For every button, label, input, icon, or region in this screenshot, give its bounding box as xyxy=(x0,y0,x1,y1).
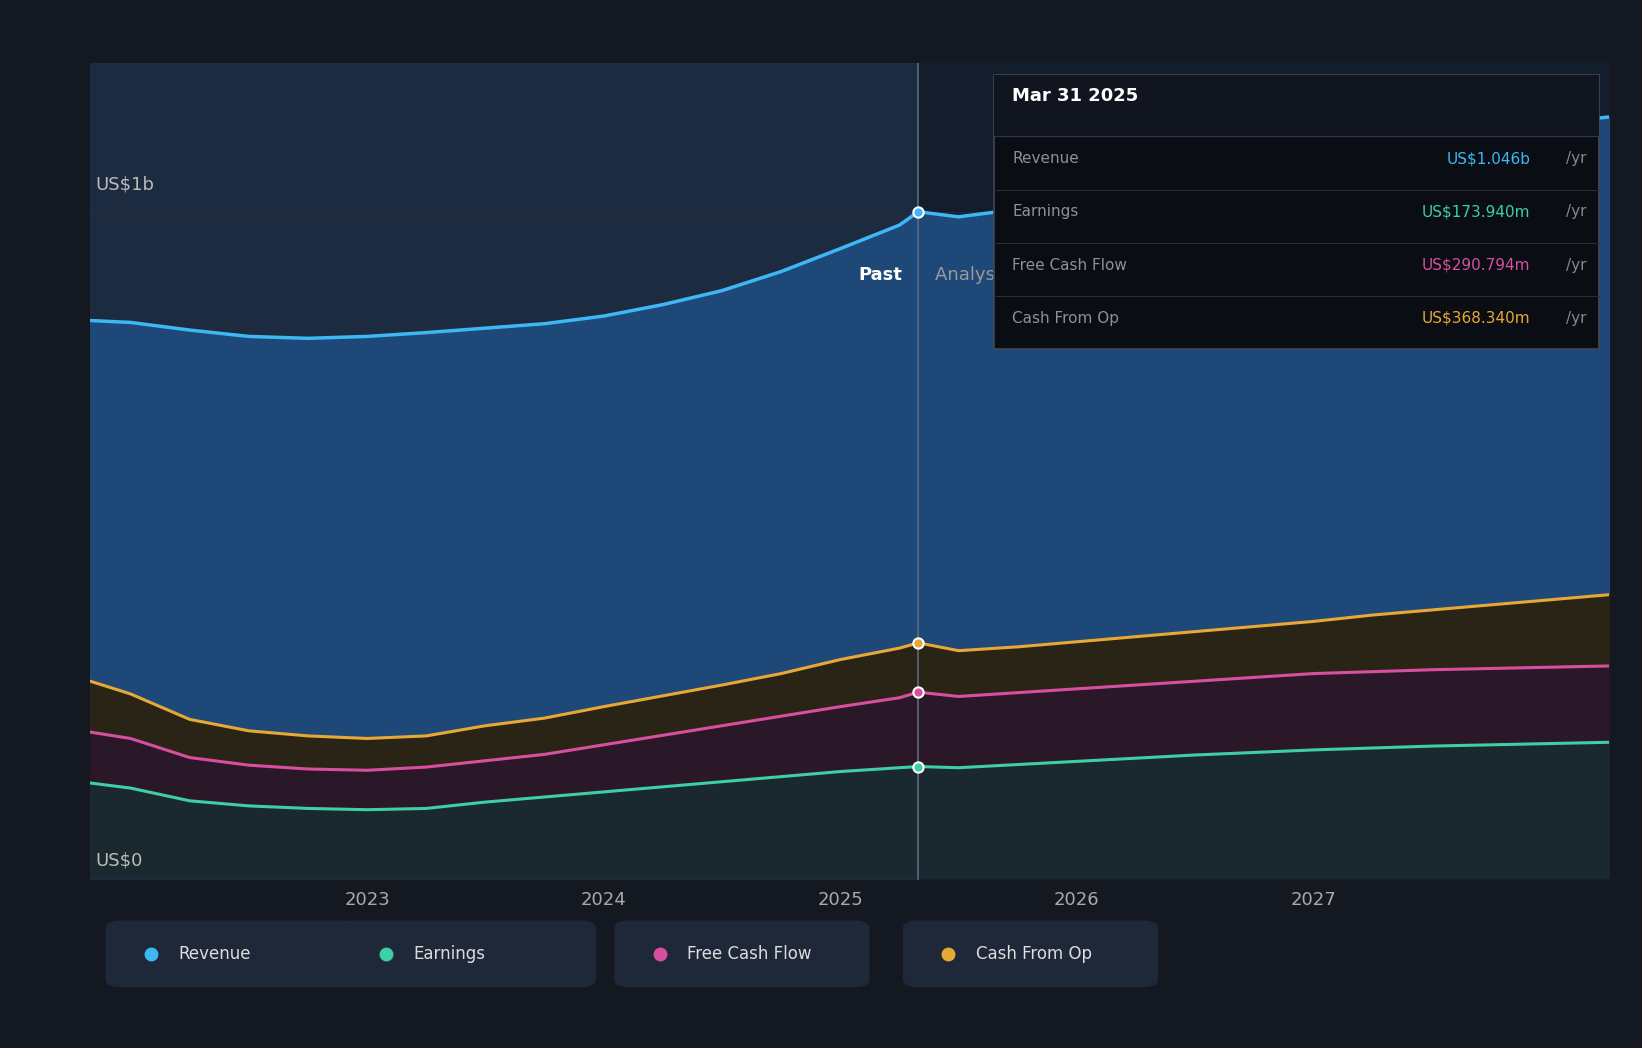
Point xyxy=(905,203,931,220)
Text: US$0: US$0 xyxy=(95,852,143,870)
Bar xyxy=(918,63,1609,880)
Text: Earnings: Earnings xyxy=(1011,204,1079,219)
Text: US$368.340m: US$368.340m xyxy=(1422,310,1530,326)
FancyBboxPatch shape xyxy=(105,920,361,987)
Text: Free Cash Flow: Free Cash Flow xyxy=(1011,258,1126,272)
FancyBboxPatch shape xyxy=(342,920,596,987)
Text: US$290.794m: US$290.794m xyxy=(1422,258,1530,272)
Point xyxy=(905,634,931,651)
Text: Revenue: Revenue xyxy=(1011,151,1079,167)
FancyBboxPatch shape xyxy=(903,920,1158,987)
Text: US$1b: US$1b xyxy=(95,175,154,193)
Text: Free Cash Flow: Free Cash Flow xyxy=(688,945,811,963)
Text: Past: Past xyxy=(857,266,901,284)
Text: US$173.940m: US$173.940m xyxy=(1422,204,1530,219)
Text: Cash From Op: Cash From Op xyxy=(1011,310,1120,326)
FancyBboxPatch shape xyxy=(993,75,1599,349)
Text: /yr: /yr xyxy=(1566,151,1586,167)
Text: Revenue: Revenue xyxy=(179,945,251,963)
Bar xyxy=(90,63,918,880)
Text: US$1.046b: US$1.046b xyxy=(1447,151,1530,167)
Text: /yr: /yr xyxy=(1566,204,1586,219)
Point xyxy=(905,758,931,774)
Point xyxy=(905,683,931,700)
Text: Mar 31 2025: Mar 31 2025 xyxy=(1011,87,1138,106)
Text: Earnings: Earnings xyxy=(414,945,486,963)
Text: /yr: /yr xyxy=(1566,258,1586,272)
FancyBboxPatch shape xyxy=(993,75,1599,136)
Text: Cash From Op: Cash From Op xyxy=(975,945,1092,963)
FancyBboxPatch shape xyxy=(614,920,870,987)
Text: /yr: /yr xyxy=(1566,310,1586,326)
Text: Analysts Forecasts: Analysts Forecasts xyxy=(934,266,1103,284)
